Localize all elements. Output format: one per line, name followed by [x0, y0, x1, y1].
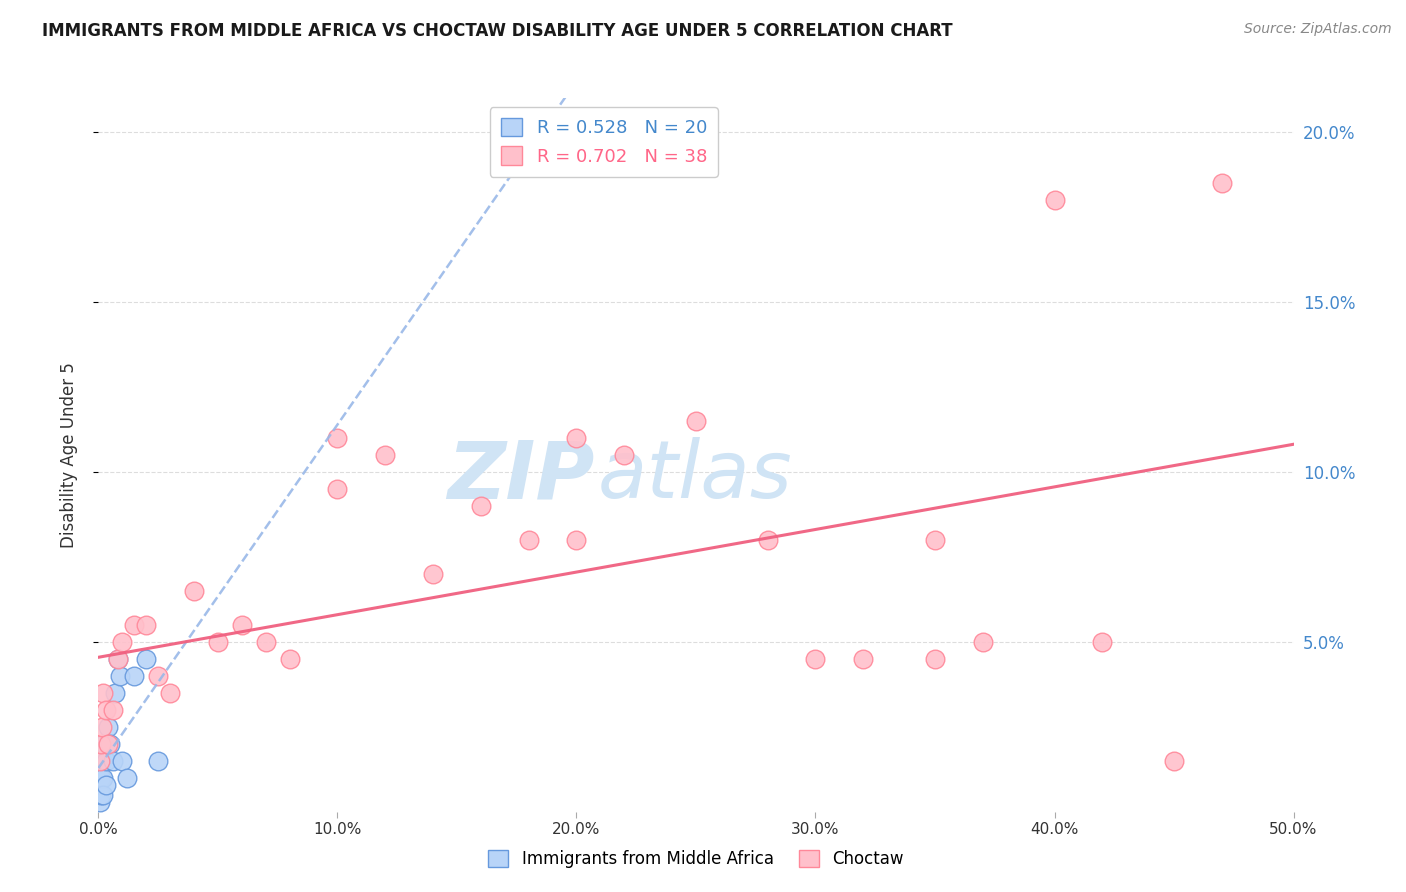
Point [374, 448, 396, 462]
Text: atlas: atlas [598, 437, 793, 516]
Point [94, 778, 117, 792]
Point [115, 771, 138, 785]
Point [89, 754, 111, 768]
Point [254, 635, 277, 649]
Legend: Immigrants from Middle Africa, Choctaw: Immigrants from Middle Africa, Choctaw [482, 843, 910, 875]
Point [135, 652, 157, 666]
Point [972, 635, 994, 649]
Point [111, 635, 134, 649]
Point [107, 652, 129, 666]
Point [148, 754, 170, 768]
Point [90, 788, 112, 802]
Point [93, 737, 115, 751]
Point [91, 720, 114, 734]
Point [1163, 754, 1185, 768]
Point [685, 414, 707, 428]
Point [207, 635, 229, 649]
Point [1091, 635, 1114, 649]
Point [470, 499, 492, 513]
Point [98, 737, 122, 751]
Point [852, 652, 875, 666]
Point [326, 431, 349, 445]
Point [1211, 176, 1233, 190]
Point [1043, 193, 1066, 207]
Point [159, 686, 181, 700]
Point [613, 448, 636, 462]
Point [97, 737, 120, 751]
Point [924, 652, 946, 666]
Point [804, 652, 827, 666]
Point [183, 583, 205, 598]
Point [326, 482, 349, 496]
Point [124, 669, 146, 683]
Point [89, 795, 111, 809]
Text: Source: ZipAtlas.com: Source: ZipAtlas.com [1244, 22, 1392, 37]
Text: IMMIGRANTS FROM MIDDLE AFRICA VS CHOCTAW DISABILITY AGE UNDER 5 CORRELATION CHAR: IMMIGRANTS FROM MIDDLE AFRICA VS CHOCTAW… [42, 22, 953, 40]
Point [91, 771, 114, 785]
Point [101, 754, 124, 768]
Point [231, 617, 253, 632]
Point [756, 533, 779, 547]
Point [94, 703, 117, 717]
Point [135, 617, 157, 632]
Text: ZIP: ZIP [447, 437, 595, 516]
Y-axis label: Disability Age Under 5: Disability Age Under 5 [59, 362, 77, 548]
Point [104, 686, 127, 700]
Point [101, 703, 124, 717]
Point [91, 788, 114, 802]
Point [91, 754, 114, 768]
Point [148, 669, 170, 683]
Point [91, 686, 114, 700]
Point [108, 669, 131, 683]
Point [90, 737, 112, 751]
Point [565, 431, 588, 445]
Point [90, 771, 112, 785]
Point [517, 533, 540, 547]
Point [124, 617, 146, 632]
Point [565, 533, 588, 547]
Point [422, 566, 444, 581]
Point [97, 720, 120, 734]
Point [924, 533, 946, 547]
Point [278, 652, 301, 666]
Point [111, 754, 134, 768]
Point [107, 652, 129, 666]
Point [94, 754, 117, 768]
